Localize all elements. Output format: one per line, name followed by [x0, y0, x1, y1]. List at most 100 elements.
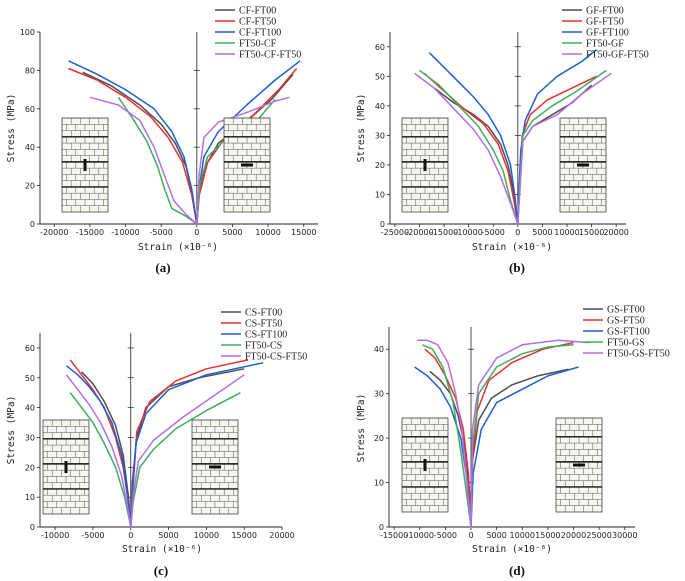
y-tick-label: 0	[30, 523, 35, 532]
y-tick-label: 80	[25, 66, 35, 75]
y-tick-label: 30	[374, 390, 384, 399]
x-tick-label: -15000	[380, 531, 408, 540]
y-tick-label: 60	[25, 105, 35, 114]
x-tick-label: 5000	[486, 531, 506, 540]
x-tick-label: -15000	[430, 228, 458, 237]
inset-specimen-1-1	[559, 117, 607, 213]
chart-panel-1: -25000-20000-15000-10000-5000 0 5000 10000 1…	[356, 6, 649, 276]
x-tick-label: 30000	[612, 531, 637, 540]
x-tick-label: 10000	[510, 531, 535, 540]
panel-label: (c)	[154, 563, 168, 578]
inset-specimen-3-0	[401, 417, 449, 513]
series-line-FT50-CF-FT50	[89, 96, 290, 225]
legend-entry: CF-FT00	[239, 6, 276, 17]
x-tick-label: -5000	[150, 228, 173, 237]
y-tick-label: 20	[375, 161, 385, 170]
x-axis-label: Strain (×10⁻⁶)	[138, 242, 218, 253]
x-tick-label: -20000	[40, 228, 68, 237]
x-tick-label: 25000	[586, 531, 611, 540]
x-tick-label: -10000	[41, 531, 69, 540]
legend-entry: GF-FT00	[586, 6, 624, 17]
x-tick-label: 0	[515, 228, 520, 237]
legend: CS-FT00CS-FT50CS-FT100FT50-CSFT50-CS-FT5…	[221, 308, 307, 363]
legend-entry: CF-FT100	[239, 28, 281, 39]
inset-specimen-0-0	[61, 117, 109, 213]
series-line-FT50-GF-FT50	[414, 72, 612, 225]
y-tick-label: 20	[25, 463, 35, 472]
x-tick-label: -10000	[406, 531, 434, 540]
y-tick-label: 60	[25, 344, 35, 353]
y-axis-label: Stress (MPa)	[356, 94, 367, 163]
legend-entry: GS-FT100	[607, 327, 650, 338]
y-tick-label: 40	[375, 102, 385, 111]
legend-entry: GF-FT100	[586, 28, 629, 39]
x-tick-label: 5000	[532, 228, 552, 237]
y-tick-label: 0	[30, 220, 35, 229]
x-tick-label: 15000	[579, 228, 604, 237]
y-tick-label: 10	[25, 493, 35, 502]
panel-label: (b)	[509, 260, 525, 275]
y-tick-label: 40	[25, 404, 35, 413]
x-tick-label: 20000	[269, 531, 294, 540]
series-line-FT50-GS-FT50	[417, 339, 589, 528]
legend-entry: FT50-GF-FT50	[586, 50, 649, 61]
strain-gauge-horizontal	[573, 463, 585, 467]
x-tick-label: 10000	[554, 228, 579, 237]
legend-entry: FT50-GF	[586, 39, 624, 50]
y-tick-label: 50	[375, 72, 385, 81]
x-tick-label: 5000	[222, 228, 242, 237]
inset-specimen-2-1	[191, 419, 239, 515]
legend: GS-FT00GS-FT50GS-FT100FT50-GSFT50-GS-FT5…	[583, 305, 670, 360]
y-tick-label: 10	[375, 190, 385, 199]
legend-entry: FT50-CF-FT50	[239, 50, 301, 61]
y-tick-label: 50	[25, 374, 35, 383]
legend-entry: GF-FT50	[586, 17, 624, 28]
x-tick-label: 15000	[291, 228, 316, 237]
y-tick-label: 40	[374, 345, 384, 354]
y-tick-label: 20	[25, 182, 35, 191]
x-tick-label: 5000	[158, 531, 178, 540]
x-tick-label: 15000	[231, 531, 256, 540]
chart-panel-0: -20000 -15000 -10000 -5000 0 5000 10000 15000 0 2…	[6, 6, 318, 275]
x-tick-label: 20000	[603, 228, 628, 237]
panel-label: (d)	[509, 563, 525, 578]
panel-label: (a)	[155, 260, 170, 275]
y-tick-label: 0	[379, 523, 384, 532]
y-axis-label: Stress (MPa)	[356, 394, 367, 463]
inset-specimen-1-0	[401, 117, 449, 213]
legend-entry: CS-FT100	[245, 330, 287, 341]
legend-entry: CS-FT50	[245, 319, 282, 330]
y-axis-label: Stress (MPa)	[6, 396, 17, 465]
x-tick-label: -10000	[111, 228, 139, 237]
inset-specimen-0-1	[223, 117, 271, 213]
strain-gauge-vertical	[423, 459, 427, 471]
x-tick-label: 0	[468, 531, 473, 540]
x-tick-label: -20000	[405, 228, 433, 237]
legend-entry: FT50-GS	[607, 338, 645, 349]
legend-entry: FT50-CS	[245, 341, 282, 352]
y-tick-label: 10	[374, 479, 384, 488]
x-tick-label: 10000	[194, 531, 219, 540]
legend-entry: FT50-CF	[239, 39, 277, 50]
x-tick-label: -25000	[381, 228, 409, 237]
y-tick-label: 0	[380, 220, 385, 229]
strain-gauge-horizontal	[241, 163, 253, 167]
x-tick-label: 0	[128, 531, 133, 540]
y-axis-label: Stress (MPa)	[6, 94, 17, 163]
legend-entry: GS-FT00	[607, 305, 645, 316]
legend-entry: CS-FT00	[245, 308, 282, 319]
series-line-CF-FT100	[68, 60, 301, 225]
legend-entry: GS-FT50	[607, 316, 645, 327]
y-tick-label: 40	[25, 143, 35, 152]
legend-entry: FT50-CS-FT50	[245, 352, 307, 363]
x-axis-label: Strain (×10⁻⁶)	[122, 544, 202, 555]
strain-gauge-vertical	[64, 461, 68, 473]
y-tick-label: 30	[375, 131, 385, 140]
x-tick-label: -10000	[454, 228, 482, 237]
y-tick-label: 100	[20, 28, 35, 37]
strain-gauge-vertical	[83, 159, 87, 171]
strain-gauge-vertical	[423, 159, 427, 171]
inset-specimen-2-0	[42, 419, 90, 515]
strain-gauge-horizontal	[209, 465, 221, 469]
